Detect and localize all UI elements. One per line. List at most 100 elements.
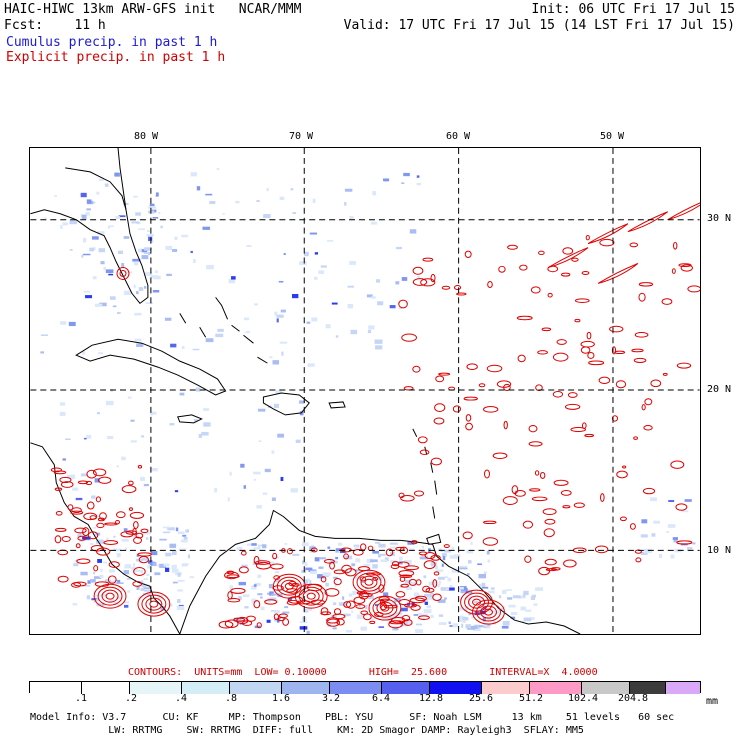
precip-cell: [95, 539, 104, 544]
precip-cell: [172, 248, 178, 252]
precip-contour: [353, 596, 366, 605]
precip-contour: [414, 595, 427, 602]
precip-contour: [480, 605, 497, 619]
precip-cell: [373, 589, 380, 593]
precip-cell: [83, 290, 91, 293]
precip-cell: [159, 538, 167, 541]
precip-cell: [417, 613, 422, 617]
precip-cell: [105, 269, 114, 273]
precip-cell: [334, 582, 337, 588]
precip-cell: [684, 499, 692, 502]
precip-contour: [360, 575, 378, 589]
precip-cell: [138, 228, 146, 230]
precip-cell: [274, 311, 278, 316]
precip-cell: [464, 609, 467, 611]
precip-cell: [380, 559, 388, 562]
precip-cell: [82, 350, 85, 355]
precip-cell: [295, 439, 301, 443]
precip-cell: [430, 562, 437, 567]
precip-contour: [141, 594, 167, 614]
precip-contour: [145, 597, 163, 611]
precip-contour: [388, 620, 403, 629]
precip-cell: [151, 275, 154, 279]
precip-cell: [133, 261, 139, 266]
precip-cell: [262, 492, 268, 495]
precip-cell: [466, 550, 474, 554]
precip-contour: [105, 592, 115, 600]
precip-cell: [390, 546, 396, 549]
precip-contour: [256, 622, 262, 629]
precip-cell: [123, 236, 130, 239]
precip-cell: [68, 321, 76, 327]
precip-cell: [136, 343, 144, 347]
precip-cell: [349, 569, 356, 571]
precip-cell: [171, 568, 179, 573]
precip-cell: [502, 589, 507, 594]
precip-cell: [92, 236, 99, 240]
precip-contour: [97, 476, 112, 484]
precip-cell: [399, 556, 403, 561]
precip-contour: [280, 579, 298, 593]
precip-cell: [109, 598, 115, 602]
precip-contour: [343, 601, 352, 608]
precip-cell: [74, 559, 79, 562]
precip-cell: [290, 488, 298, 493]
precip-contour: [541, 327, 552, 332]
precip-contour: [586, 331, 592, 340]
precip-contour: [435, 375, 445, 383]
precip-cell: [417, 275, 420, 279]
precip-cell: [299, 621, 308, 624]
precip-contour: [456, 292, 467, 296]
precip-contour: [401, 333, 417, 342]
precip-cell: [146, 573, 150, 576]
precip-cell: [124, 564, 132, 569]
precip-cell: [264, 468, 271, 473]
precip-cell: [307, 363, 315, 367]
precip-cell: [168, 603, 173, 607]
precip-cell: [672, 537, 679, 540]
precip-contour: [634, 332, 649, 338]
precip-cell: [145, 272, 152, 276]
precip-contour: [531, 496, 548, 502]
precip-cell: [171, 550, 177, 556]
precip-cell: [82, 238, 87, 243]
precip-cell: [318, 270, 325, 274]
precip-contour: [320, 576, 327, 583]
precip-cell: [271, 450, 275, 454]
precip-contour: [466, 363, 478, 370]
precip-cell: [487, 598, 491, 601]
cumulus-label: Cumulus precip. in past 1 h: [6, 35, 218, 50]
precip-cell: [194, 418, 198, 422]
precip-contour: [584, 433, 595, 438]
precip-cell: [132, 258, 141, 262]
precip-cell: [115, 603, 123, 606]
precip-cell: [332, 627, 337, 630]
precip-contour: [633, 357, 647, 364]
precip-contour: [132, 528, 137, 536]
precip-cell: [244, 606, 249, 609]
precip-contour: [253, 555, 260, 565]
precip-contour: [472, 599, 505, 625]
precip-cell: [251, 543, 257, 546]
precip-cell: [97, 559, 102, 563]
precip-cell: [437, 599, 446, 603]
precip-cell: [276, 318, 279, 323]
precip-contour: [415, 579, 422, 586]
precip-contour: [545, 568, 558, 572]
legend-tick: .4: [174, 693, 188, 704]
precip-cell: [459, 607, 465, 611]
precip-contour: [438, 372, 451, 376]
legend-tick: 1.6: [271, 693, 291, 704]
precip-cell: [437, 576, 445, 580]
precip-contour: [115, 519, 121, 525]
precip-cell: [266, 187, 269, 192]
precip-cell: [131, 221, 140, 224]
precip-cell: [383, 592, 389, 597]
precip-cell: [135, 212, 141, 216]
precip-cell: [203, 408, 209, 411]
precip-contour: [573, 502, 585, 508]
precip-contour: [95, 496, 101, 503]
precip-cell: [44, 217, 47, 219]
precip-cell: [470, 616, 474, 619]
precip-cell: [229, 585, 234, 590]
